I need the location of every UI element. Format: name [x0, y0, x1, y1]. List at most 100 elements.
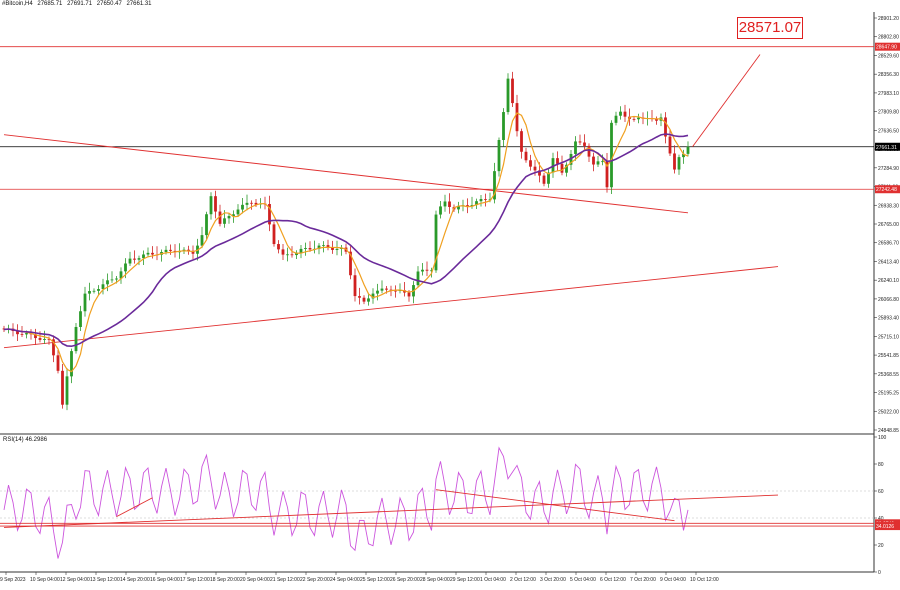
candle-body	[493, 171, 496, 200]
price-marker-box	[875, 42, 900, 51]
rsi-trendline	[116, 497, 153, 518]
price-tick-label: 28802.80	[878, 35, 899, 41]
candle-body	[457, 205, 460, 210]
candle-body	[484, 198, 487, 200]
time-tick-label: 9 Sep 2023	[0, 577, 26, 583]
candle-body	[556, 158, 559, 164]
candle-body	[619, 111, 622, 116]
candle-body	[533, 166, 537, 171]
rsi-marker-label: 34.0126	[876, 524, 894, 530]
header-symbol: #Bitcoin,H4	[2, 1, 33, 7]
candle-body	[614, 115, 618, 123]
candle-body	[16, 331, 19, 335]
price-tick-label: 25022.00	[878, 409, 899, 415]
candle-body	[380, 288, 384, 291]
candle-body	[331, 247, 334, 250]
candle-body	[308, 248, 312, 250]
candle-body	[502, 112, 505, 140]
price-marker-label: 27242.48	[876, 187, 897, 193]
candle-body	[236, 209, 240, 215]
price-trendline	[3, 266, 779, 349]
time-tick-label: 29 Sep 12:00	[450, 577, 480, 583]
candle-body	[61, 370, 64, 405]
candle-body	[200, 235, 204, 246]
time-tick-label: 10 Sep 04:00	[30, 577, 60, 583]
candle-body	[632, 118, 636, 120]
candle-body	[398, 290, 402, 292]
candle-body	[407, 292, 411, 297]
candle-body	[416, 271, 420, 286]
candle-body	[34, 334, 37, 339]
candle-body	[592, 156, 595, 165]
candle-body	[578, 141, 582, 143]
candle-body	[547, 172, 550, 184]
candle-body	[610, 122, 613, 188]
candle-body	[668, 136, 672, 154]
header-open: 27685.71	[37, 1, 63, 7]
candle-body	[529, 160, 532, 167]
candle-body	[191, 250, 195, 254]
candle-body	[443, 201, 447, 207]
rsi-tick-label: 80	[878, 462, 884, 468]
time-tick-label: 16 Sep 04:00	[150, 577, 180, 583]
time-tick-label: 6 Oct 12:00	[600, 577, 626, 583]
candle-body	[371, 293, 375, 299]
time-tick-label: 28 Sep 04:00	[420, 577, 450, 583]
candle-body	[601, 161, 604, 163]
candle-body	[565, 164, 568, 173]
candle-body	[281, 249, 285, 255]
candle-body	[43, 338, 46, 340]
candle-body	[164, 249, 168, 253]
candle-body	[385, 288, 388, 290]
price-marker-box	[875, 185, 900, 194]
candle-body	[664, 117, 667, 137]
rsi-marker-box	[875, 522, 900, 531]
candle-body	[682, 153, 685, 158]
candle-body	[88, 291, 91, 294]
candle-body	[169, 249, 172, 251]
candle-body	[209, 196, 213, 215]
time-tick-label: 22 Sep 20:00	[300, 577, 330, 583]
time-tick-label: 20 Sep 04:00	[240, 577, 270, 583]
candle-body	[151, 252, 154, 255]
header-close: 27661.31	[126, 1, 152, 7]
time-tick-label: 17 Sep 12:00	[180, 577, 210, 583]
candle-body	[515, 103, 519, 132]
rsi-tick-label: 0	[878, 570, 881, 576]
candle-body	[677, 157, 681, 170]
candle-body	[146, 252, 150, 255]
candle-body	[115, 278, 118, 280]
time-tick-label: 24 Sep 04:00	[330, 577, 360, 583]
time-tick-label: 14 Sep 20:00	[120, 577, 150, 583]
candle-body	[637, 117, 640, 120]
price-marker-box	[875, 142, 900, 151]
candle-body	[542, 175, 546, 184]
candle-body	[20, 334, 24, 335]
rsi-tick-label: 100	[878, 435, 887, 441]
price-tick-label: 26586.70	[878, 241, 899, 247]
candle-body	[223, 218, 226, 224]
candle-body	[286, 254, 289, 256]
candle-body	[376, 290, 379, 294]
candle-body	[299, 248, 303, 253]
ma-slow-line	[3, 133, 689, 348]
candle-body	[83, 293, 87, 312]
candle-body	[241, 204, 244, 210]
candle-body	[358, 296, 361, 298]
rsi-trendline	[435, 489, 675, 522]
price-marker-label: 28647.90	[876, 45, 897, 51]
candle-body	[52, 339, 55, 356]
candle-body	[439, 206, 442, 215]
candle-body	[70, 351, 73, 377]
candle-body	[38, 338, 42, 340]
time-tick-label: 12 Sep 04:00	[60, 577, 90, 583]
time-tick-label: 2 Oct 12:00	[510, 577, 536, 583]
candle-body	[187, 249, 190, 251]
candle-body	[349, 251, 352, 276]
price-tick-label: 25368.55	[878, 372, 899, 378]
time-tick-label: 25 Sep 12:00	[360, 577, 390, 583]
price-tick-label: 27284.90	[878, 166, 899, 172]
candle-body	[475, 201, 478, 206]
